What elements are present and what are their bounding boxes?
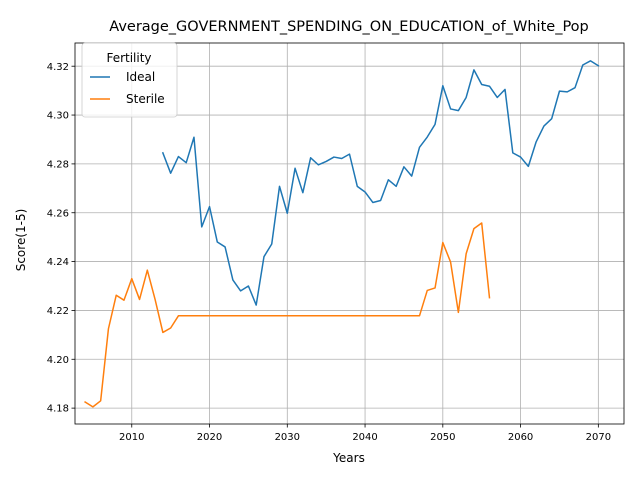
y-axis: 4.18 4.20 4.22 4.24 4.26 4.28 4.30 4.32 xyxy=(47,62,75,415)
x-axis-label: Years xyxy=(332,451,365,465)
y-tick-label: 4.18 xyxy=(47,404,69,415)
x-tick-label: 2070 xyxy=(586,432,611,443)
y-tick-label: 4.30 xyxy=(47,111,69,122)
y-tick-label: 4.24 xyxy=(47,257,69,268)
y-axis-label: Score(1-5) xyxy=(14,209,28,272)
x-axis: 2010 2020 2030 2040 2050 2060 2070 xyxy=(119,424,611,443)
x-tick-label: 2060 xyxy=(508,432,533,443)
legend-label-sterile: Sterile xyxy=(126,92,165,106)
series-layer xyxy=(84,60,600,408)
series-line-ideal xyxy=(161,60,600,306)
y-tick-label: 4.20 xyxy=(47,355,69,366)
y-tick-label: 4.22 xyxy=(47,306,69,317)
x-tick-label: 2050 xyxy=(430,432,455,443)
legend: Fertility Ideal Sterile xyxy=(81,42,178,118)
legend-label-ideal: Ideal xyxy=(126,70,155,84)
plot-frame xyxy=(74,42,625,425)
y-tick-label: 4.28 xyxy=(47,159,69,170)
chart-title: Average_GOVERNMENT_SPENDING_ON_EDUCATION… xyxy=(109,19,589,35)
grid xyxy=(75,43,624,424)
x-tick-label: 2040 xyxy=(352,432,377,443)
x-tick-label: 2010 xyxy=(119,432,144,443)
series-line-sterile xyxy=(84,222,491,408)
legend-title: Fertility xyxy=(106,51,151,65)
y-tick-label: 4.32 xyxy=(47,62,69,73)
x-tick-label: 2020 xyxy=(197,432,222,443)
x-tick-label: 2030 xyxy=(275,432,300,443)
y-tick-label: 4.26 xyxy=(47,208,69,219)
